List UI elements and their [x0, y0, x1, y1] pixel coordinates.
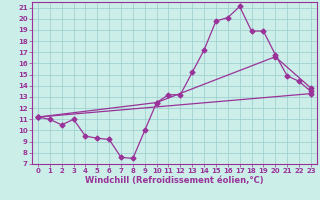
X-axis label: Windchill (Refroidissement éolien,°C): Windchill (Refroidissement éolien,°C) [85, 176, 264, 185]
